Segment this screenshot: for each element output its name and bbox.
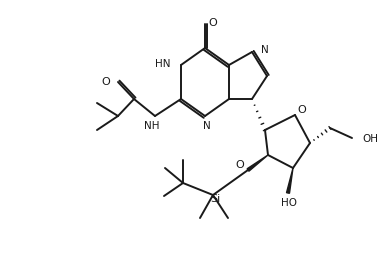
Text: NH: NH [144, 121, 160, 131]
Text: HO: HO [281, 198, 297, 208]
Text: N: N [261, 45, 269, 55]
Text: Si: Si [210, 194, 220, 204]
Polygon shape [286, 168, 293, 193]
Text: O: O [236, 160, 244, 170]
Polygon shape [247, 155, 268, 171]
Text: N: N [203, 121, 211, 131]
Text: O: O [209, 18, 217, 28]
Text: O: O [101, 77, 110, 87]
Text: O: O [298, 105, 307, 115]
Text: OH: OH [362, 134, 378, 144]
Text: HN: HN [156, 59, 171, 69]
